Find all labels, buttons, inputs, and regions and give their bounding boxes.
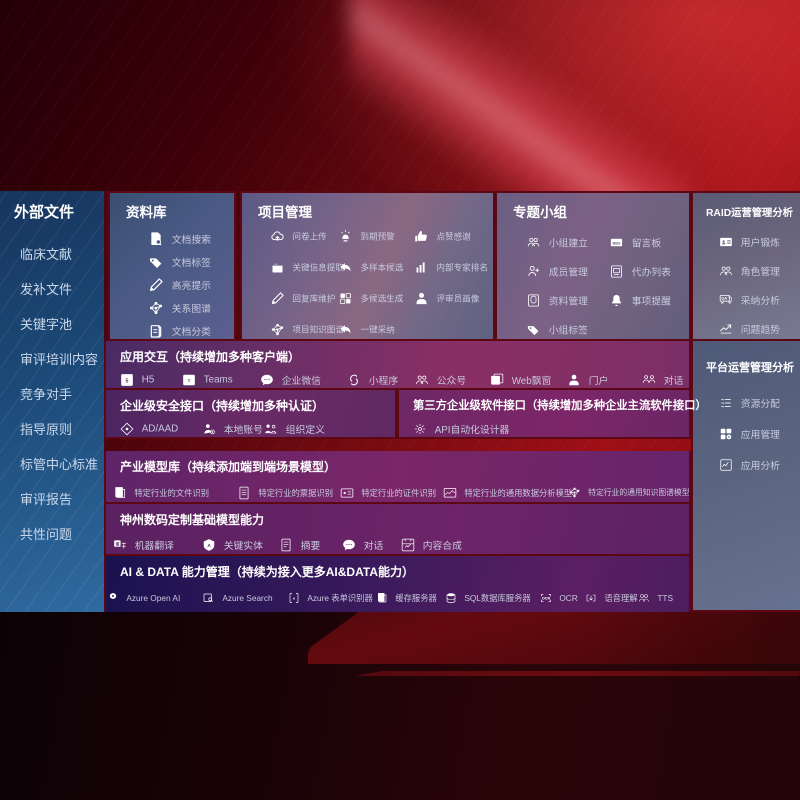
svg-text:e: e xyxy=(293,597,295,601)
svg-text:OCR: OCR xyxy=(542,597,551,601)
svg-text:T: T xyxy=(188,378,191,383)
svg-text:BBS: BBS xyxy=(613,241,621,245)
svg-text:5: 5 xyxy=(126,378,129,384)
svg-text:译: 译 xyxy=(115,541,119,546)
svg-text:QA: QA xyxy=(721,296,727,300)
